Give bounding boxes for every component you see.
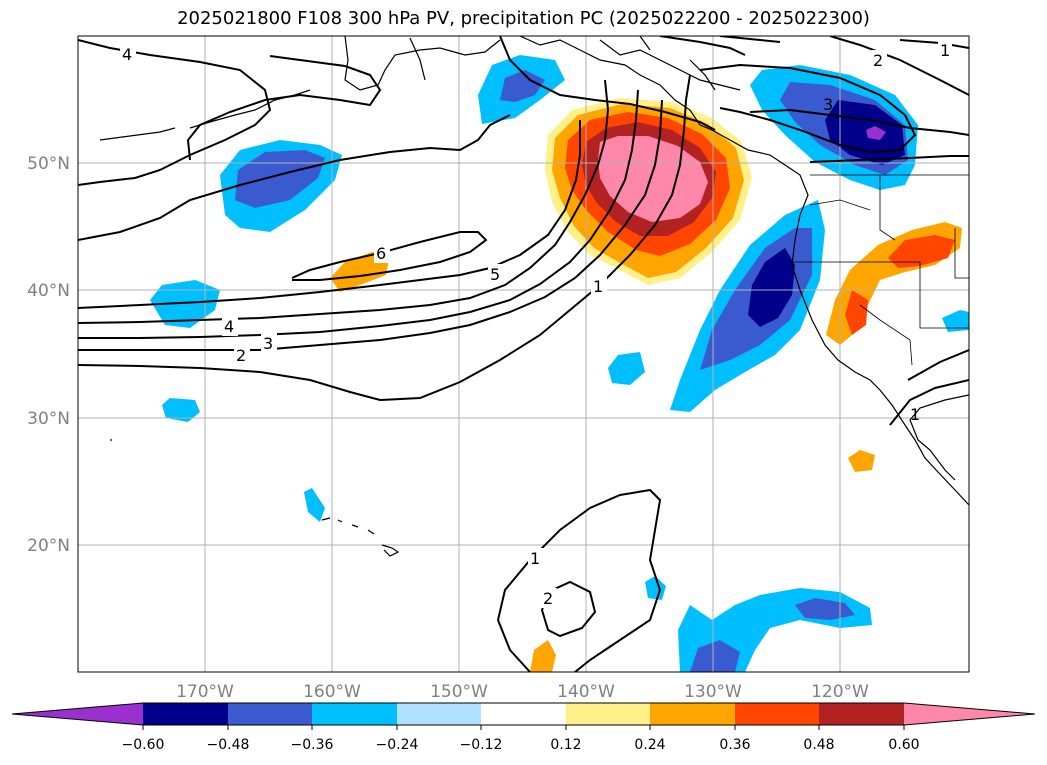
contour-label: 2 (543, 589, 553, 608)
colorbar-tick-label: 0.60 (888, 737, 919, 753)
latitude-labels: 50°N 40°N 30°N 20°N (27, 154, 70, 556)
lat-label: 30°N (27, 409, 70, 429)
contour-label: 6 (376, 244, 386, 263)
colorbar-extend-low (12, 703, 143, 725)
colorbar-segment (143, 703, 228, 725)
colorbar-tick-label: −0.60 (122, 737, 165, 753)
colorbar-segment (650, 703, 735, 725)
lon-label: 160°W (303, 682, 361, 702)
map-title: 2025021800 F108 300 hPa PV, precipitatio… (177, 8, 870, 29)
lat-label: 40°N (27, 281, 70, 301)
colorbar-segment (735, 703, 819, 725)
graticule (78, 36, 969, 672)
precip-neg-offshore-ca (670, 200, 825, 412)
pv-contour-labels: 4 4 3 2 6 5 1 1 2 3 2 1 1 (120, 40, 952, 608)
precip-neg-alaska-gulf (478, 55, 565, 124)
contour-label: 1 (910, 405, 920, 424)
precip-pos-west-us (826, 222, 962, 345)
colorbar-tick-label: 0.48 (803, 737, 834, 753)
colorbar-segment (228, 703, 312, 725)
contour-label: 2 (873, 51, 883, 70)
pv-contours (78, 36, 969, 672)
map-frame (77, 35, 970, 673)
lon-label: 130°W (684, 682, 742, 702)
contour-label: 1 (593, 277, 603, 296)
contour-label: 1 (940, 41, 950, 60)
precip-neg-central (150, 280, 666, 600)
contour-label: 2 (236, 346, 246, 365)
lat-label: 20°N (27, 536, 70, 556)
lon-label: 120°W (811, 682, 869, 702)
contour-label: 3 (823, 95, 833, 114)
contour-label: 3 (263, 334, 273, 353)
colorbar-tick-label: 0.36 (719, 737, 750, 753)
colorbar-tick-label: −0.48 (207, 737, 250, 753)
colorbar-tick-label: −0.24 (376, 737, 419, 753)
colorbar-segment (312, 703, 397, 725)
country-borders (790, 174, 969, 366)
colorbar-tick-label: −0.36 (291, 737, 334, 753)
coastlines (99, 36, 969, 557)
colorbar-extend-high (904, 703, 1035, 725)
contour-label: 4 (224, 317, 234, 336)
map-area: 4 4 3 2 6 5 1 1 2 3 2 1 1 (78, 36, 969, 672)
lon-label: 150°W (430, 682, 488, 702)
colorbar-segment (819, 703, 904, 725)
contour-label: 1 (530, 549, 540, 568)
colorbar-segment (397, 703, 481, 725)
contour-label: 4 (122, 45, 132, 64)
colorbar-tick-label: −0.12 (460, 737, 503, 753)
colorbar-tick-label: 0.24 (634, 737, 665, 753)
lat-label: 50°N (27, 154, 70, 174)
colorbar-tick-label: 0.12 (550, 737, 581, 753)
longitude-labels: 170°W 160°W 150°W 140°W 130°W 120°W (176, 682, 869, 702)
colorbar-segment (481, 703, 566, 725)
colorbar-segment (566, 703, 650, 725)
colorbar: −0.60 −0.48 −0.36 −0.24 −0.12 0.12 0.24 … (11, 702, 1036, 753)
lon-label: 170°W (176, 682, 234, 702)
lon-label: 140°W (557, 682, 615, 702)
contour-label: 5 (490, 265, 500, 284)
